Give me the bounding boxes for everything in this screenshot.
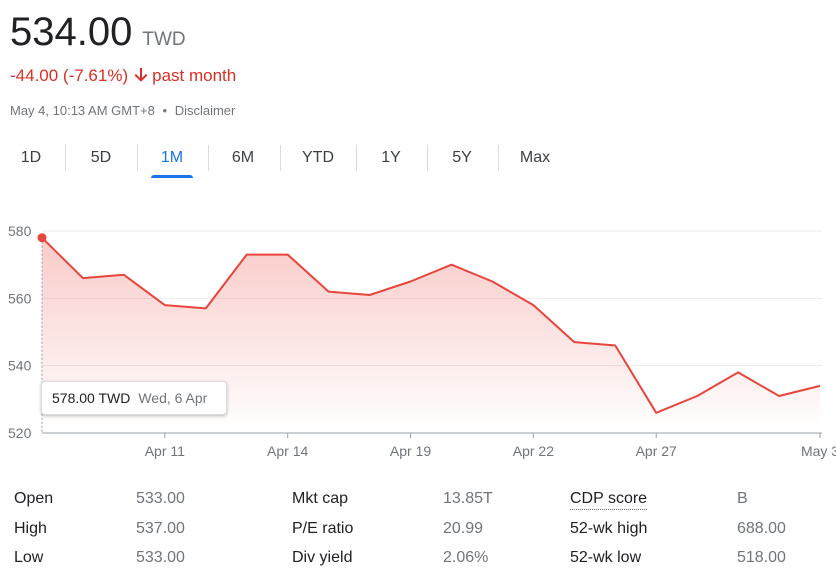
tab-divider [280, 145, 281, 171]
price-header: 534.00 TWD [10, 8, 186, 56]
tooltip-value: 578.00 TWD [52, 390, 131, 406]
y-tick-label: 580 [8, 223, 32, 239]
stat-label-low: Low [14, 549, 44, 566]
data-point[interactable] [735, 369, 741, 375]
stat-label-52wk-high: 52-wk high [570, 520, 648, 537]
tab-6m[interactable]: 6M [231, 149, 255, 166]
x-tick-label: Apr 27 [636, 443, 677, 459]
quote-meta: May 4, 10:13 AM GMT+8 • Disclaimer [10, 103, 235, 118]
current-price: 534.00 [10, 10, 133, 54]
stat-label-pe-ratio: P/E ratio [292, 520, 354, 537]
stat-value-open: 533.00 [136, 490, 185, 507]
stat-label-open: Open [14, 490, 54, 507]
disclaimer-link[interactable]: Disclaimer [174, 103, 236, 118]
stat-value-cdp-score: B [737, 490, 748, 507]
data-point[interactable] [653, 410, 659, 416]
stat-value-52wk-low: 518.00 [737, 549, 786, 566]
tab-ytd[interactable]: YTD [302, 149, 334, 166]
data-point[interactable] [612, 342, 618, 348]
stat-label-mkt-cap: Mkt cap [292, 490, 349, 507]
tooltip-date: Wed, 6 Apr [138, 390, 208, 406]
stat-label-div-yield: Div yield [292, 549, 353, 566]
tab-divider [65, 145, 66, 171]
tab-divider [427, 145, 428, 171]
stat-value-high: 537.00 [136, 520, 185, 537]
currency-code: TWD [142, 29, 186, 50]
timestamp: May 4, 10:13 AM GMT+8 [10, 103, 155, 118]
tab-1m[interactable]: 1M [151, 138, 193, 178]
data-point[interactable] [530, 302, 536, 308]
tab-1y[interactable]: 1Y [381, 149, 401, 166]
price-area [42, 237, 820, 433]
price-chart[interactable]: 520 540 560 580 Apr 11 Apr 14 Apr 19 Apr 22 Apr… [0, 210, 836, 472]
x-tick-label: Apr 22 [513, 443, 554, 459]
tab-divider [137, 145, 138, 171]
tab-1d[interactable]: 1D [20, 149, 42, 166]
highlight-point [37, 233, 47, 243]
tab-5d[interactable]: 5D [90, 149, 112, 166]
data-point[interactable] [162, 302, 168, 308]
data-point[interactable] [285, 252, 291, 258]
stat-value-div-yield: 2.06% [443, 549, 489, 566]
tab-divider [356, 145, 357, 171]
stat-value-low: 533.00 [136, 549, 185, 566]
change-value: -44.00 (-7.61%) [10, 66, 129, 85]
data-point[interactable] [817, 383, 823, 389]
tab-5y[interactable]: 5Y [452, 149, 472, 166]
data-point[interactable] [408, 279, 414, 285]
data-point[interactable] [203, 305, 209, 311]
price-line [41, 236, 821, 414]
tab-max[interactable]: Max [519, 149, 551, 166]
data-point[interactable] [326, 289, 332, 295]
x-tick-label: Apr 14 [267, 443, 308, 459]
data-point[interactable] [367, 292, 373, 298]
stat-value-pe-ratio: 20.99 [443, 520, 484, 537]
price-change: -44.00 (-7.61%) past month [10, 66, 236, 86]
data-point[interactable] [448, 262, 454, 268]
x-tick-label: Apr 19 [390, 443, 431, 459]
stat-label-high: High [14, 520, 47, 537]
data-point[interactable] [694, 393, 700, 399]
stat-value-mkt-cap: 13.85T [443, 490, 493, 507]
stat-label-52wk-low: 52-wk low [570, 549, 642, 566]
tab-divider [498, 145, 499, 171]
meta-separator: • [162, 103, 168, 118]
data-point[interactable] [571, 339, 577, 345]
data-point[interactable] [121, 272, 127, 278]
data-point[interactable] [776, 393, 782, 399]
x-tick-label: Apr 11 [145, 443, 185, 459]
y-tick-label: 520 [8, 425, 32, 441]
change-period: past month [152, 66, 237, 85]
data-point[interactable] [244, 252, 250, 258]
y-tick-label: 560 [8, 290, 32, 306]
tab-divider [208, 145, 209, 171]
stat-value-52wk-high: 688.00 [737, 520, 786, 537]
range-tabs: 1D 5D 1M 6M YTD 1Y 5Y Max [0, 138, 836, 178]
data-point[interactable] [80, 275, 86, 281]
y-tick-label: 540 [8, 358, 32, 374]
arrow-down-icon [134, 68, 148, 82]
chart-tooltip: 578.00 TWD Wed, 6 Apr [41, 381, 227, 415]
data-point[interactable] [489, 279, 495, 285]
x-tick-label: May 3 [801, 443, 836, 459]
stat-label-cdp-score[interactable]: CDP score [570, 489, 648, 510]
